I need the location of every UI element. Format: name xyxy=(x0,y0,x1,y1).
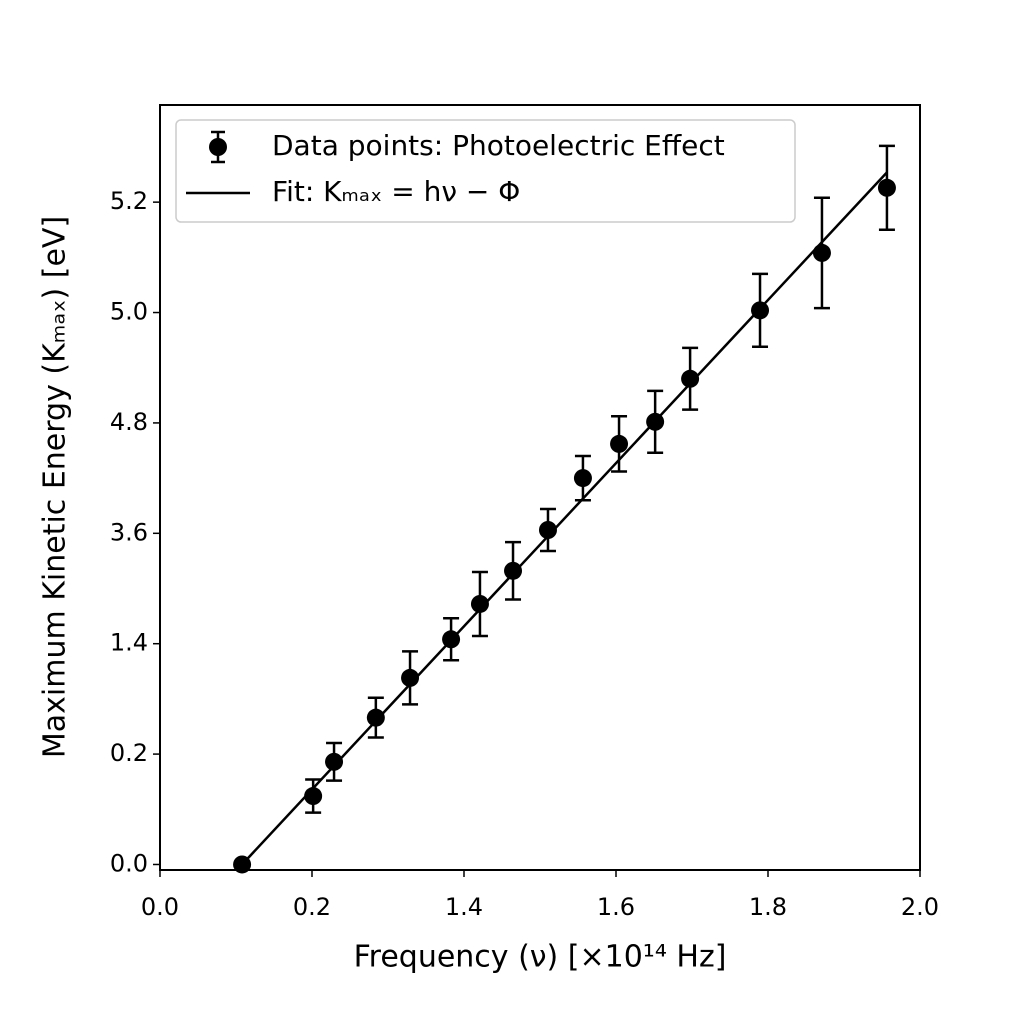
x-tick-label: 0.2 xyxy=(293,893,331,921)
plot-frame xyxy=(159,104,921,871)
x-tick-label: 2.0 xyxy=(901,893,939,921)
y-tick-label: 0.2 xyxy=(110,739,148,767)
x-axis-label: Frequency (ν) [×10¹⁴ Hz] xyxy=(354,940,727,975)
data-point xyxy=(573,469,592,488)
y-tick-label: 0.0 xyxy=(110,849,148,877)
legend-label: Fit: Kₘₐₓ = hν − Φ xyxy=(272,175,520,208)
y-tick-label: 5.0 xyxy=(110,298,148,326)
x-tick-label: 0.0 xyxy=(141,893,179,921)
x-tick-label: 1.6 xyxy=(597,893,635,921)
x-tick-label: 1.4 xyxy=(445,893,483,921)
legend-label: Data points: Photoelectric Effect xyxy=(272,129,725,162)
x-tick-label: 1.8 xyxy=(749,893,787,921)
data-point xyxy=(401,668,420,687)
data-point xyxy=(366,708,385,727)
data-point xyxy=(538,521,557,539)
data-point xyxy=(877,178,896,197)
data-point xyxy=(610,434,629,453)
y-tick-label: 4.8 xyxy=(110,408,148,436)
legend-box xyxy=(175,119,796,223)
fit-line xyxy=(241,171,888,866)
data-point xyxy=(325,752,344,771)
y-tick-label: 5.2 xyxy=(110,187,148,215)
legend-marker xyxy=(209,138,227,156)
y-tick-label: 3.6 xyxy=(110,518,148,546)
data-point xyxy=(812,243,831,262)
data-point xyxy=(681,369,700,388)
data-point xyxy=(470,594,489,613)
y-tick-label: 1.4 xyxy=(110,629,148,657)
data-point xyxy=(504,561,523,580)
y-axis-label: Maximum Kinetic Energy (Kₘₐₓ) [eV] xyxy=(38,216,73,758)
